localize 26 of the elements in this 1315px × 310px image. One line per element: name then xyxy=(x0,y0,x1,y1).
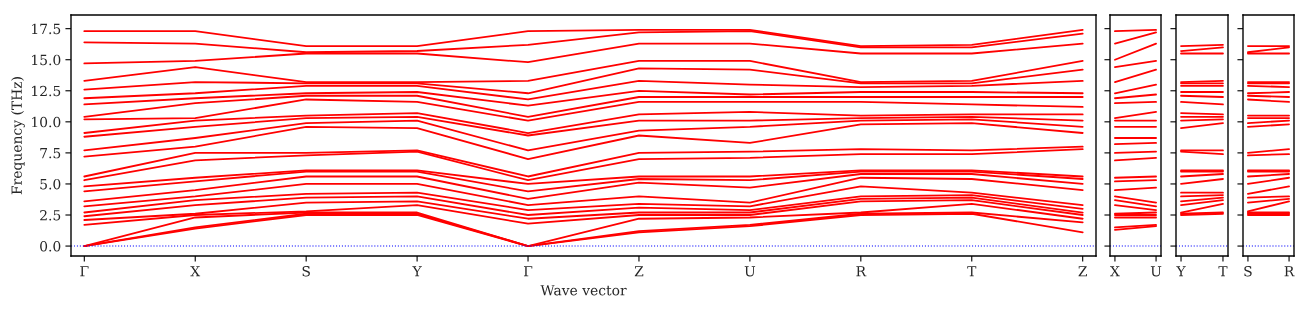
y-axis-title: Frequency (THz) xyxy=(11,77,25,195)
x-tick-label: R xyxy=(856,266,867,277)
x-tick-label: T xyxy=(967,266,977,277)
x-tick-label: R xyxy=(1284,266,1295,277)
x-axis-title: Wave vector xyxy=(540,285,627,296)
y-tick-label: 5.0 xyxy=(40,178,61,190)
y-tick-label: 7.5 xyxy=(40,148,61,159)
x-tick-label: Z xyxy=(1078,266,1087,277)
x-tick-label: U xyxy=(744,266,756,277)
x-tick-label: X xyxy=(190,266,201,277)
y-tick-label: 17.5 xyxy=(32,23,61,35)
x-tick-label: U xyxy=(1150,266,1162,277)
x-tick-label: T xyxy=(1218,266,1228,277)
x-tick-label: Y xyxy=(1176,266,1186,277)
x-tick-label: S xyxy=(302,265,310,277)
x-tick-label: Z xyxy=(634,266,644,277)
y-tick-label: 2.5 xyxy=(40,209,61,221)
x-tick-label: Y xyxy=(412,266,422,277)
x-tick-label: Γ xyxy=(523,266,533,277)
x-tick-label: Γ xyxy=(80,266,89,277)
x-tick-label: S xyxy=(1244,265,1252,277)
y-tick-label: 12.5 xyxy=(32,85,61,97)
y-tick-label: 15.0 xyxy=(32,54,61,66)
y-tick-label: 10.0 xyxy=(32,116,61,128)
y-tick-label: 0.0 xyxy=(40,241,61,252)
x-tick-label: X xyxy=(1110,266,1120,277)
